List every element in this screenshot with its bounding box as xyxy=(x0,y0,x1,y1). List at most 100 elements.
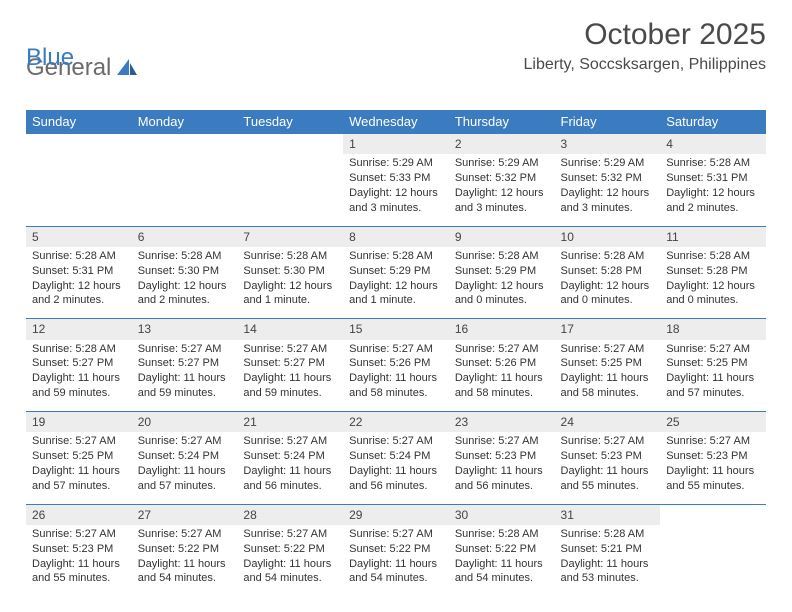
sunrise-line: Sunrise: 5:28 AM xyxy=(32,249,126,264)
daylight-line: Daylight: 11 hours and 54 minutes. xyxy=(138,557,232,587)
day-header: Friday xyxy=(555,110,661,134)
day-info-cell: Sunrise: 5:27 AMSunset: 5:26 PMDaylight:… xyxy=(449,340,555,412)
week-info-row: Sunrise: 5:27 AMSunset: 5:25 PMDaylight:… xyxy=(26,432,766,504)
daylight-line: Daylight: 12 hours and 0 minutes. xyxy=(561,279,655,309)
day-number-cell: 9 xyxy=(449,226,555,247)
daylight-line: Daylight: 12 hours and 1 minute. xyxy=(243,279,337,309)
title-block: October 2025 Liberty, Soccsksargen, Phil… xyxy=(524,18,767,80)
day-number-cell: 22 xyxy=(343,412,449,433)
day-number-cell: 8 xyxy=(343,226,449,247)
day-info-cell: Sunrise: 5:27 AMSunset: 5:22 PMDaylight:… xyxy=(343,525,449,592)
sunrise-line: Sunrise: 5:27 AM xyxy=(243,434,337,449)
sunset-line: Sunset: 5:27 PM xyxy=(138,356,232,371)
daylight-line: Daylight: 12 hours and 2 minutes. xyxy=(138,279,232,309)
sunset-line: Sunset: 5:26 PM xyxy=(349,356,443,371)
sunset-line: Sunset: 5:22 PM xyxy=(455,542,549,557)
day-number-cell: 25 xyxy=(660,412,766,433)
day-info-cell: Sunrise: 5:27 AMSunset: 5:23 PMDaylight:… xyxy=(660,432,766,504)
daylight-line: Daylight: 12 hours and 1 minute. xyxy=(349,279,443,309)
day-number-cell: 26 xyxy=(26,504,132,525)
daylight-line: Daylight: 12 hours and 0 minutes. xyxy=(455,279,549,309)
week-info-row: Sunrise: 5:29 AMSunset: 5:33 PMDaylight:… xyxy=(26,154,766,226)
day-info-cell: Sunrise: 5:27 AMSunset: 5:24 PMDaylight:… xyxy=(343,432,449,504)
day-number-cell: 21 xyxy=(237,412,343,433)
day-info-cell xyxy=(660,525,766,592)
daylight-line: Daylight: 12 hours and 2 minutes. xyxy=(32,279,126,309)
daylight-line: Daylight: 11 hours and 57 minutes. xyxy=(666,371,760,401)
day-number-cell: 15 xyxy=(343,319,449,340)
sunset-line: Sunset: 5:30 PM xyxy=(243,264,337,279)
day-header: Sunday xyxy=(26,110,132,134)
day-info-cell: Sunrise: 5:28 AMSunset: 5:30 PMDaylight:… xyxy=(237,247,343,319)
sunset-line: Sunset: 5:23 PM xyxy=(32,542,126,557)
day-info-cell: Sunrise: 5:27 AMSunset: 5:23 PMDaylight:… xyxy=(449,432,555,504)
sunrise-line: Sunrise: 5:27 AM xyxy=(32,527,126,542)
day-info-cell: Sunrise: 5:28 AMSunset: 5:29 PMDaylight:… xyxy=(343,247,449,319)
day-number-cell: 2 xyxy=(449,134,555,155)
daylight-line: Daylight: 11 hours and 54 minutes. xyxy=(349,557,443,587)
sunset-line: Sunset: 5:24 PM xyxy=(138,449,232,464)
day-info-cell xyxy=(237,154,343,226)
sunrise-line: Sunrise: 5:28 AM xyxy=(455,249,549,264)
sunset-line: Sunset: 5:31 PM xyxy=(32,264,126,279)
day-info-cell: Sunrise: 5:29 AMSunset: 5:33 PMDaylight:… xyxy=(343,154,449,226)
sunset-line: Sunset: 5:27 PM xyxy=(243,356,337,371)
sunset-line: Sunset: 5:28 PM xyxy=(561,264,655,279)
sunset-line: Sunset: 5:24 PM xyxy=(349,449,443,464)
week-number-row: 262728293031 xyxy=(26,504,766,525)
daylight-line: Daylight: 11 hours and 56 minutes. xyxy=(243,464,337,494)
sunrise-line: Sunrise: 5:28 AM xyxy=(32,342,126,357)
day-number-cell: 11 xyxy=(660,226,766,247)
day-number-cell: 19 xyxy=(26,412,132,433)
sunset-line: Sunset: 5:30 PM xyxy=(138,264,232,279)
day-number-cell: 6 xyxy=(132,226,238,247)
day-header: Saturday xyxy=(660,110,766,134)
day-number-cell: 18 xyxy=(660,319,766,340)
daylight-line: Daylight: 11 hours and 58 minutes. xyxy=(349,371,443,401)
sunset-line: Sunset: 5:29 PM xyxy=(349,264,443,279)
sunset-line: Sunset: 5:32 PM xyxy=(455,171,549,186)
week-info-row: Sunrise: 5:27 AMSunset: 5:23 PMDaylight:… xyxy=(26,525,766,592)
sunset-line: Sunset: 5:22 PM xyxy=(138,542,232,557)
day-header: Tuesday xyxy=(237,110,343,134)
week-number-row: 1234 xyxy=(26,134,766,155)
sunrise-line: Sunrise: 5:27 AM xyxy=(666,342,760,357)
day-info-cell: Sunrise: 5:27 AMSunset: 5:22 PMDaylight:… xyxy=(237,525,343,592)
week-number-row: 19202122232425 xyxy=(26,412,766,433)
sunrise-line: Sunrise: 5:28 AM xyxy=(455,527,549,542)
day-info-cell: Sunrise: 5:27 AMSunset: 5:25 PMDaylight:… xyxy=(26,432,132,504)
sunset-line: Sunset: 5:32 PM xyxy=(561,171,655,186)
day-number-cell: 27 xyxy=(132,504,238,525)
daylight-line: Daylight: 12 hours and 3 minutes. xyxy=(455,186,549,216)
sunrise-line: Sunrise: 5:27 AM xyxy=(455,342,549,357)
sunrise-line: Sunrise: 5:28 AM xyxy=(666,249,760,264)
sunrise-line: Sunrise: 5:29 AM xyxy=(455,156,549,171)
daylight-line: Daylight: 11 hours and 59 minutes. xyxy=(32,371,126,401)
sunset-line: Sunset: 5:28 PM xyxy=(666,264,760,279)
day-info-cell xyxy=(132,154,238,226)
day-number-cell xyxy=(132,134,238,155)
sunset-line: Sunset: 5:23 PM xyxy=(561,449,655,464)
sunrise-line: Sunrise: 5:27 AM xyxy=(243,527,337,542)
sunset-line: Sunset: 5:21 PM xyxy=(561,542,655,557)
day-number-cell xyxy=(237,134,343,155)
daylight-line: Daylight: 12 hours and 3 minutes. xyxy=(561,186,655,216)
week-info-row: Sunrise: 5:28 AM Sunset: 5:27 PM Daylight:… xyxy=(26,340,766,412)
day-info-cell: Sunrise: 5:27 AMSunset: 5:27 PMDaylight:… xyxy=(237,340,343,412)
day-info-cell: Sunrise: 5:29 AMSunset: 5:32 PMDaylight:… xyxy=(555,154,661,226)
sunrise-line: Sunrise: 5:28 AM xyxy=(138,249,232,264)
day-number-cell: 23 xyxy=(449,412,555,433)
day-info-cell: Sunrise: 5:29 AMSunset: 5:32 PMDaylight:… xyxy=(449,154,555,226)
daylight-line: Daylight: 11 hours and 53 minutes. xyxy=(561,557,655,587)
sunset-line: Sunset: 5:23 PM xyxy=(455,449,549,464)
week-number-row: 12131415161718 xyxy=(26,319,766,340)
day-info-cell: Sunrise: 5:27 AMSunset: 5:22 PMDaylight:… xyxy=(132,525,238,592)
daylight-line: Daylight: 11 hours and 58 minutes. xyxy=(455,371,549,401)
day-number-cell xyxy=(26,134,132,155)
day-number-cell: 20 xyxy=(132,412,238,433)
day-number-cell: 31 xyxy=(555,504,661,525)
daylight-line: Daylight: 11 hours and 57 minutes. xyxy=(32,464,126,494)
daylight-line: Daylight: 12 hours and 3 minutes. xyxy=(349,186,443,216)
day-info-cell: Sunrise: 5:27 AMSunset: 5:25 PMDaylight:… xyxy=(555,340,661,412)
day-info-cell: Sunrise: 5:28 AMSunset: 5:31 PMDaylight:… xyxy=(660,154,766,226)
